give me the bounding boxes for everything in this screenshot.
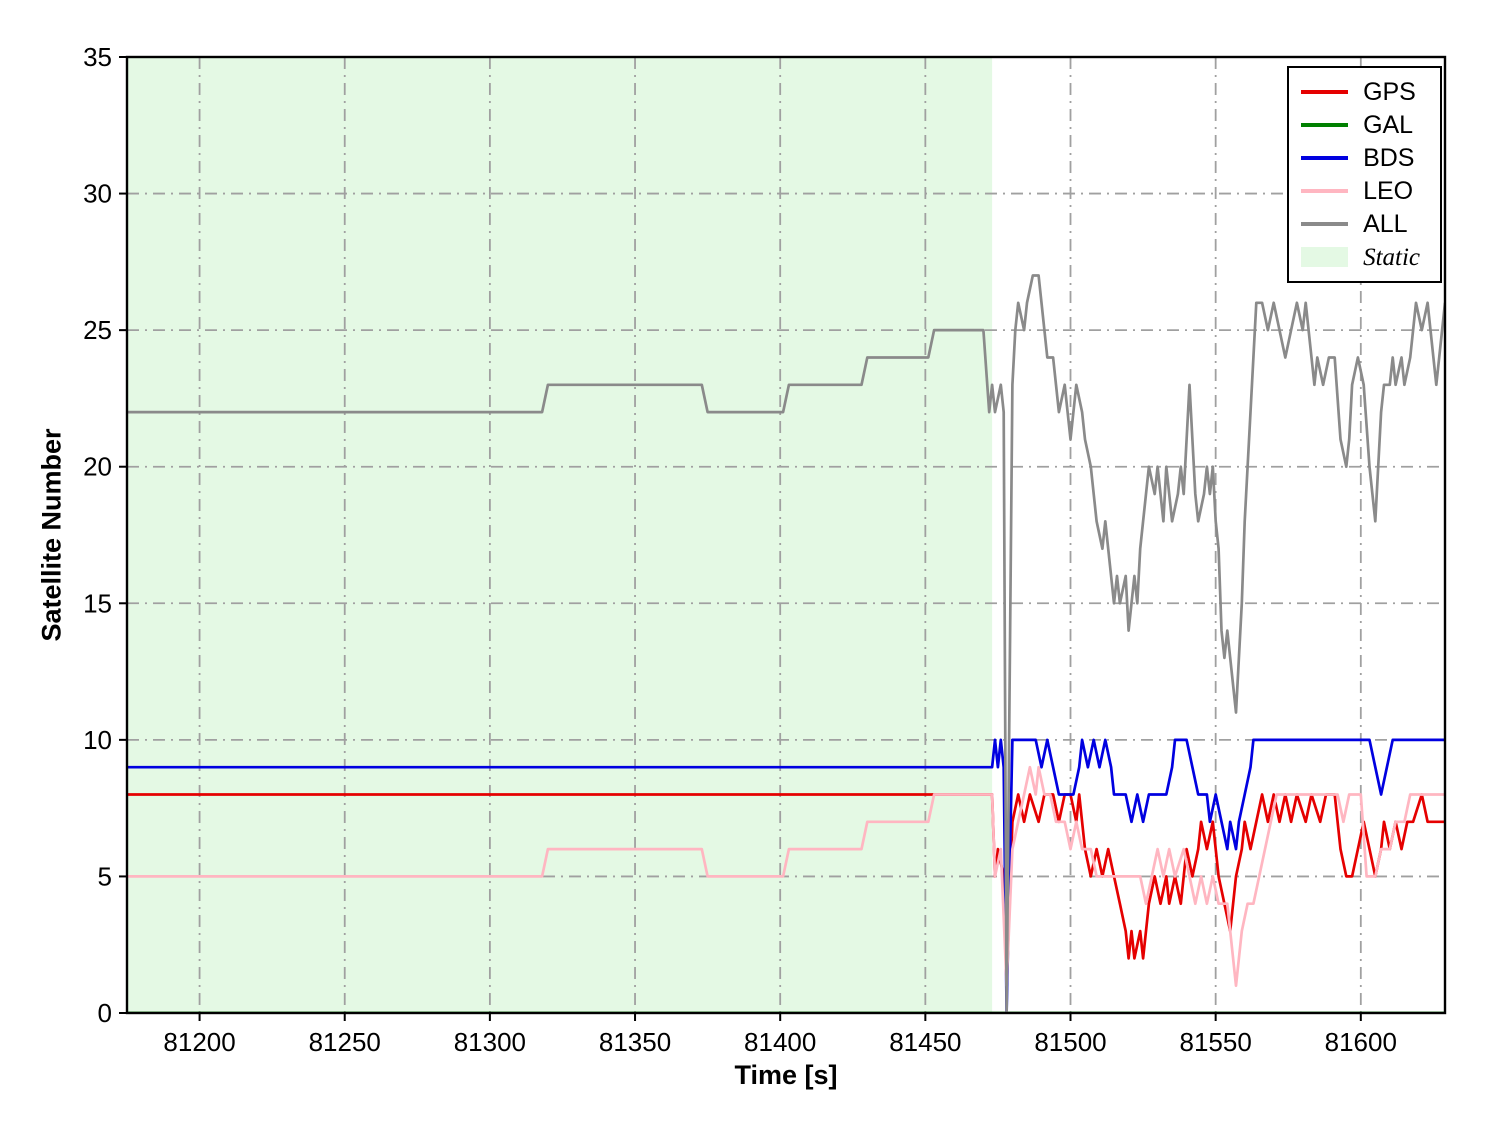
x-axis-label: Time [s] (734, 1060, 838, 1090)
y-tick-label: 30 (83, 179, 112, 209)
legend-label-static: Static (1363, 243, 1420, 271)
static-region (127, 57, 993, 1013)
legend-item-static: Static (1301, 241, 1420, 273)
y-axis-label: Satellite Number (36, 428, 67, 642)
x-tick-label: 81350 (599, 1027, 671, 1057)
y-tick-label: 5 (98, 861, 112, 891)
x-tick-label: 81500 (1034, 1027, 1106, 1057)
x-tick-label: 81300 (454, 1027, 526, 1057)
x-tick-label: 81400 (744, 1027, 816, 1057)
legend-swatch-gps (1301, 90, 1349, 94)
y-tick-label: 35 (83, 42, 112, 72)
legend-label-leo: LEO (1363, 176, 1414, 205)
legend-label-gal: GAL (1363, 110, 1414, 139)
y-tick-label: 20 (83, 452, 112, 482)
legend-item-leo: LEO (1301, 175, 1420, 207)
series-group (127, 274, 1445, 1013)
x-tick-label: 81250 (309, 1027, 381, 1057)
x-tick-label: 81600 (1325, 1027, 1397, 1057)
series-line-all (127, 274, 1445, 1013)
legend-label-bds: BDS (1363, 143, 1415, 172)
legend-item-all: ALL (1301, 208, 1420, 240)
legend-swatch-all (1301, 222, 1349, 226)
x-tick-label: 81550 (1180, 1027, 1252, 1057)
legend: GPS GAL BDS LEO ALL Static (1287, 66, 1442, 283)
series-line-bds (127, 738, 1445, 1013)
legend-swatch-static (1301, 247, 1349, 267)
legend-label-all: ALL (1363, 209, 1408, 238)
legend-label-gps: GPS (1363, 77, 1416, 106)
legend-swatch-leo (1301, 189, 1349, 193)
legend-item-gal: GAL (1301, 109, 1420, 141)
y-tick-label: 0 (98, 998, 112, 1028)
y-tick-label: 10 (83, 725, 112, 755)
legend-item-gps: GPS (1301, 76, 1420, 108)
y-tick-label: 15 (83, 588, 112, 618)
series-line-leo (127, 765, 1445, 988)
legend-swatch-gal (1301, 123, 1349, 127)
legend-item-bds: BDS (1301, 142, 1420, 174)
x-tick-label: 81200 (163, 1027, 235, 1057)
x-tick-label: 81450 (889, 1027, 961, 1057)
plot-border (125, 55, 1447, 1015)
legend-swatch-bds (1301, 156, 1349, 160)
series-line-gps (127, 793, 1445, 988)
y-tick-label: 25 (83, 315, 112, 345)
